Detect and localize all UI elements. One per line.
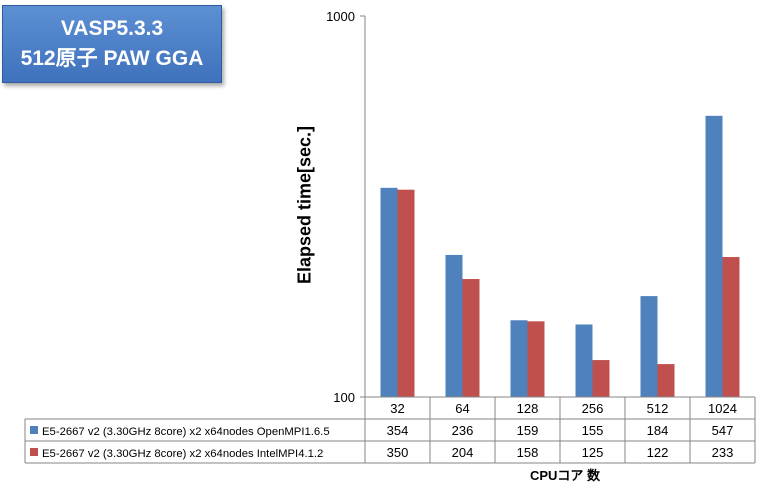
category-label-32: 32 bbox=[390, 401, 404, 416]
legend-key-openmpi bbox=[30, 426, 38, 434]
bar-openmpi-32 bbox=[380, 187, 398, 397]
data-label-intelmpi-128: 158 bbox=[517, 445, 539, 460]
bar-intelmpi-512 bbox=[657, 364, 675, 397]
data-label-openmpi-32: 354 bbox=[387, 423, 409, 438]
data-label-intelmpi-512: 122 bbox=[647, 445, 669, 460]
data-label-openmpi-512: 184 bbox=[647, 423, 669, 438]
category-label-512: 512 bbox=[647, 401, 669, 416]
y-tick-label-100: 100 bbox=[333, 390, 355, 405]
legend-key-intelmpi bbox=[30, 448, 38, 456]
bar-openmpi-1024 bbox=[705, 115, 723, 397]
bar-openmpi-128 bbox=[510, 320, 528, 397]
bar-openmpi-512 bbox=[640, 296, 658, 397]
bar-intelmpi-256 bbox=[592, 360, 610, 397]
legend-label-openmpi: E5-2667 v2 (3.30GHz 8core) x2 x64nodes O… bbox=[42, 426, 330, 438]
bar-intelmpi-128 bbox=[527, 321, 545, 397]
category-label-64: 64 bbox=[455, 401, 469, 416]
title-line-2: 512原子 PAW GGA bbox=[20, 47, 204, 70]
bar-openmpi-64 bbox=[445, 254, 463, 397]
data-label-openmpi-256: 155 bbox=[582, 423, 604, 438]
category-label-128: 128 bbox=[517, 401, 539, 416]
bar-intelmpi-1024 bbox=[722, 257, 740, 397]
legend-label-intelmpi: E5-2667 v2 (3.30GHz 8core) x2 x64nodes I… bbox=[42, 448, 323, 460]
x-axis-title: CPUコア 数 bbox=[529, 468, 601, 483]
bar-intelmpi-64 bbox=[462, 279, 480, 397]
data-label-intelmpi-32: 350 bbox=[387, 445, 409, 460]
data-label-openmpi-128: 159 bbox=[517, 423, 539, 438]
category-label-1024: 1024 bbox=[708, 401, 737, 416]
bar-intelmpi-32 bbox=[397, 189, 415, 397]
title-line-1: VASP5.3.3 bbox=[60, 17, 164, 40]
data-label-intelmpi-256: 125 bbox=[582, 445, 604, 460]
chart-title-box: VASP5.3.3 512原子 PAW GGA bbox=[2, 5, 222, 83]
data-label-intelmpi-1024: 233 bbox=[712, 445, 734, 460]
data-label-openmpi-64: 236 bbox=[452, 423, 474, 438]
data-label-openmpi-1024: 547 bbox=[712, 423, 734, 438]
y-tick-label-1000: 1000 bbox=[326, 9, 355, 24]
bar-openmpi-256 bbox=[575, 324, 593, 397]
category-label-256: 256 bbox=[582, 401, 604, 416]
data-label-intelmpi-64: 204 bbox=[452, 445, 474, 460]
